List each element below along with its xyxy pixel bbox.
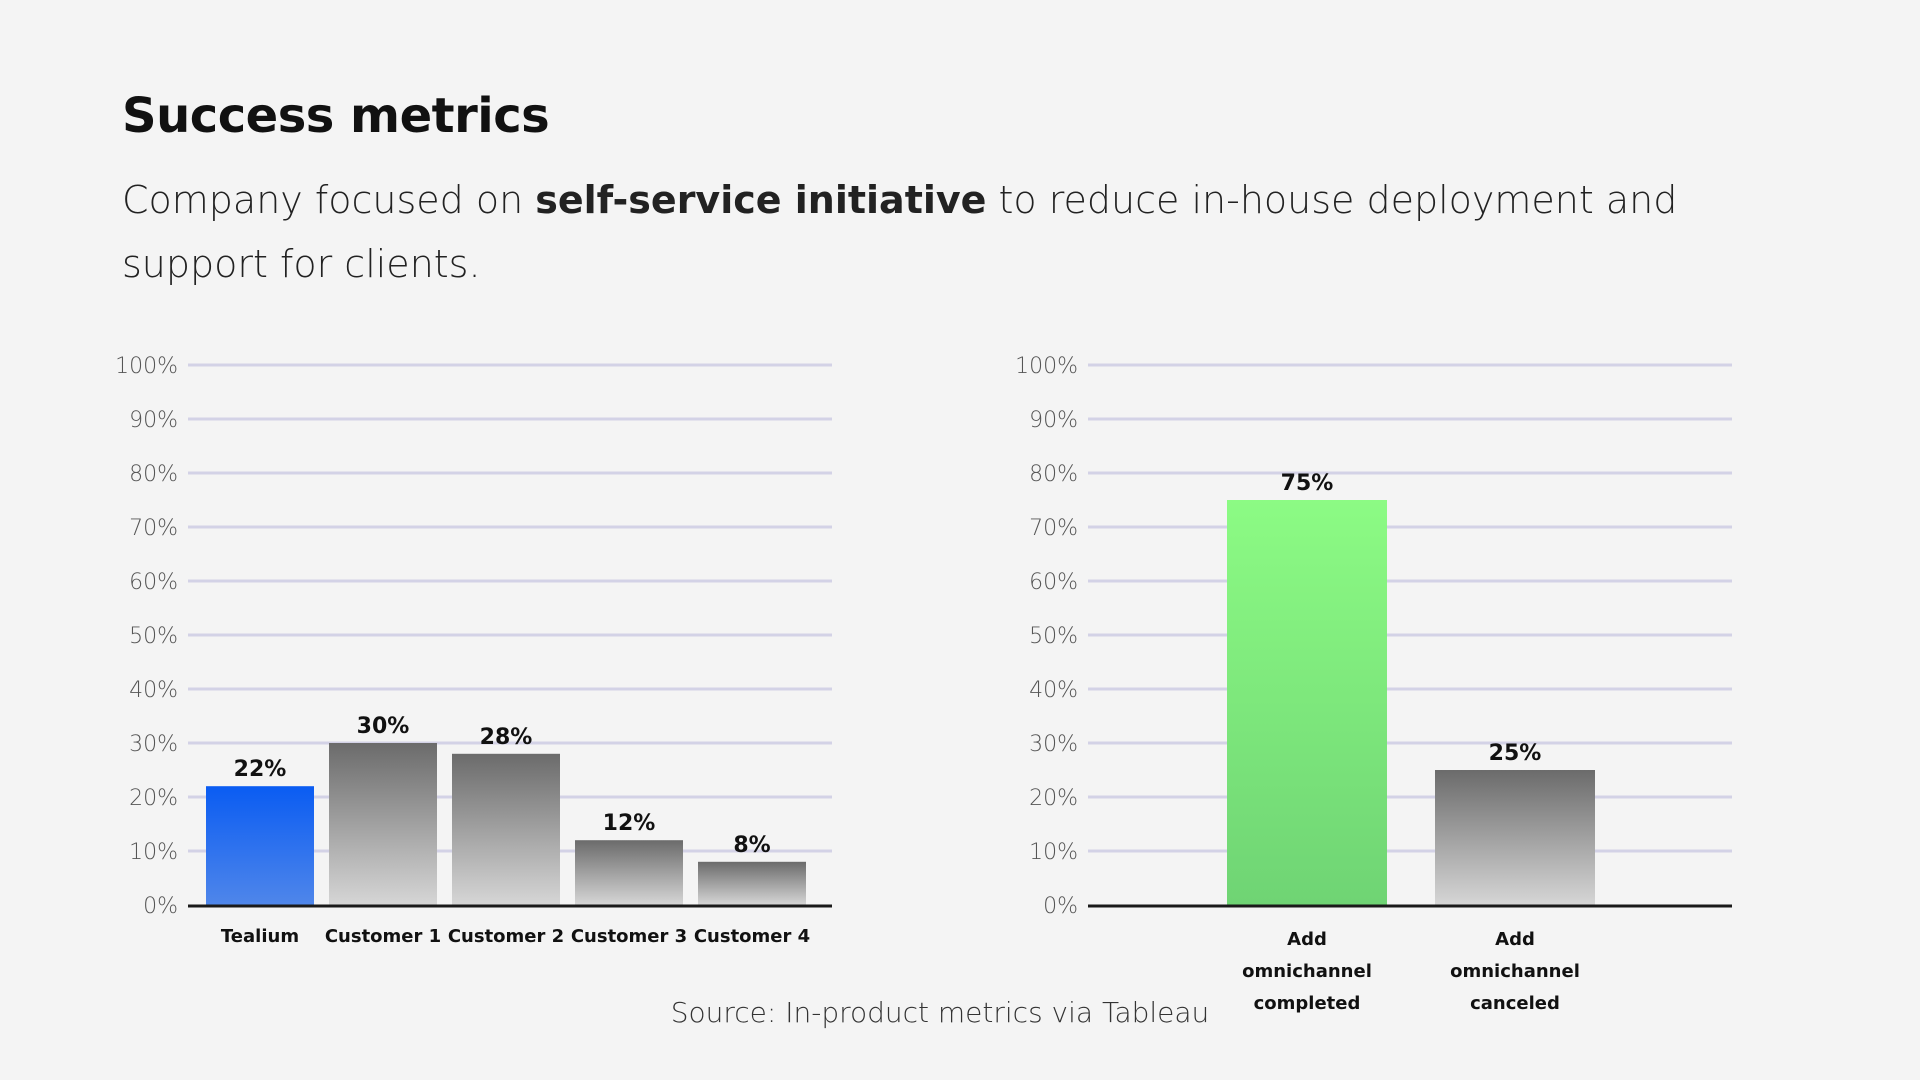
y-tick-label: 0% [143, 894, 178, 919]
y-tick-label: 100% [115, 354, 178, 379]
y-tick-label: 100% [1015, 354, 1078, 379]
y-tick-label: 80% [129, 462, 178, 487]
y-tick-label: 30% [129, 732, 178, 757]
data-label: 30% [357, 714, 410, 739]
y-tick-label: 50% [1029, 624, 1078, 649]
y-tick-label: 0% [1043, 894, 1078, 919]
bar [329, 743, 437, 905]
data-label: 25% [1489, 741, 1542, 766]
data-label: 12% [603, 811, 656, 836]
source-note: Source: In-product metrics via Tableau [670, 996, 1210, 1029]
data-label: 75% [1281, 471, 1334, 496]
x-category-label: Customer 3 [571, 926, 687, 947]
bar [1435, 770, 1595, 905]
y-tick-label: 60% [1029, 570, 1078, 595]
y-tick-label: 40% [1029, 678, 1078, 703]
y-tick-label: 50% [129, 624, 178, 649]
chart-self-service-by-customer: 0% 10% 20% 30% 40% 50% 60% 70% 80% 90% 100% 22% Teal… [115, 354, 832, 947]
x-category-label: Add omnichannel canceled [1450, 929, 1580, 1014]
x-category-label: Tealium [221, 926, 299, 947]
page-title: Success metrics [122, 88, 550, 144]
y-tick-label: 90% [129, 408, 178, 433]
y-tick-label: 40% [129, 678, 178, 703]
y-tick-label: 90% [1029, 408, 1078, 433]
x-category-label: Add omnichannel completed [1242, 929, 1372, 1014]
subtitle-text-end: to reduce in-house deployment and suppor… [122, 178, 1678, 286]
x-category-label: Customer 2 [448, 926, 564, 947]
y-tick-label: 10% [1029, 840, 1078, 865]
y-tick-label: 70% [129, 516, 178, 541]
bar [698, 861, 806, 905]
chart-omnichannel-outcomes: 0% 10% 20% 30% 40% 50% 60% 70% 80% 90% 100% 75% Add o… [1015, 354, 1732, 1014]
bar [1227, 500, 1387, 905]
bar [452, 753, 560, 905]
y-tick-label: 60% [129, 570, 178, 595]
y-tick-label: 10% [129, 840, 178, 865]
x-category-label: Customer 1 [325, 926, 441, 947]
page-subtitle: Company focused on self-service initiati… [122, 168, 1682, 296]
bar [575, 840, 683, 905]
y-tick-label: 20% [129, 786, 178, 811]
y-tick-label: 80% [1029, 462, 1078, 487]
data-label: 22% [234, 757, 287, 782]
bar [206, 786, 314, 905]
subtitle-emphasis: self-service initiative [535, 178, 987, 222]
y-tick-label: 70% [1029, 516, 1078, 541]
y-tick-label: 20% [1029, 786, 1078, 811]
data-label: 8% [733, 833, 770, 858]
x-category-label: Customer 4 [694, 926, 810, 947]
y-tick-label: 30% [1029, 732, 1078, 757]
data-label: 28% [480, 725, 533, 750]
subtitle-text-start: Company focused on [122, 178, 536, 222]
